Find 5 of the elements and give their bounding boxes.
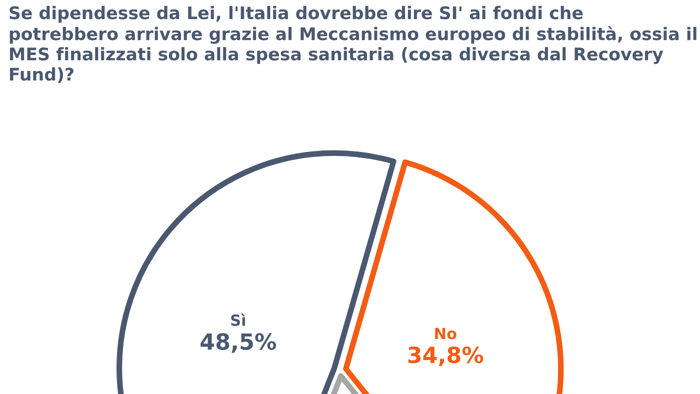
slice-label: No xyxy=(435,328,456,340)
slice-label: Sì xyxy=(231,314,246,326)
data-label: 48,5% xyxy=(200,333,276,353)
chart-title: Se dipendesse da Lei, l'Italia dovrebbe dire SI' ai fondi che potrebbero arrivare grazie al Meccanismo europeo di stabilità, ossia il MES finalizzati solo alla spesa sanitaria (cosa diversa dal Recovery Fund)? xyxy=(10,6,696,83)
data-label: 34,8% xyxy=(408,346,484,366)
